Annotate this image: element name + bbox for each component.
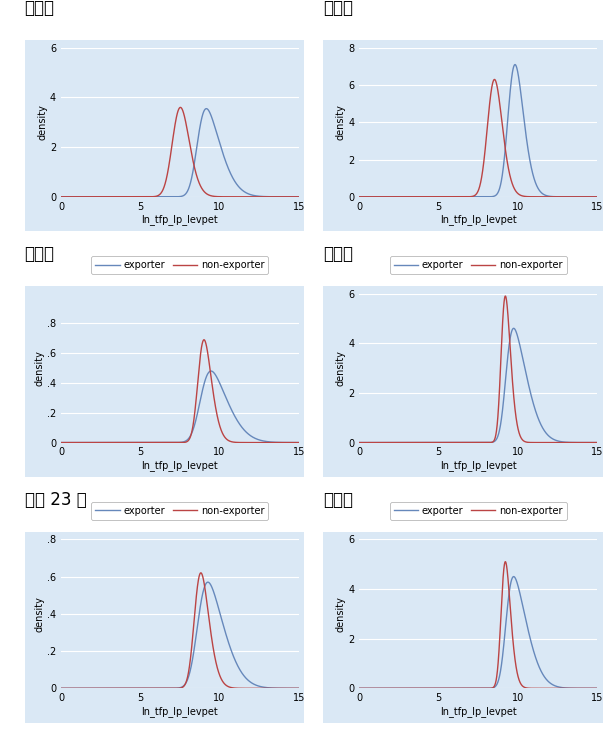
Y-axis label: density: density [335,350,346,386]
X-axis label: ln_tfp_lp_levpet: ln_tfp_lp_levpet [141,706,218,717]
Y-axis label: density: density [37,104,47,140]
Text: 高知県: 高知県 [323,0,353,17]
Text: 東京都: 東京都 [25,245,55,263]
X-axis label: ln_tfp_lp_levpet: ln_tfp_lp_levpet [141,460,218,471]
Text: 東京 23 区: 東京 23 区 [25,491,86,509]
Text: 宮崎県: 宮崎県 [25,0,55,17]
Y-axis label: density: density [335,104,346,140]
Legend: exporter, non-exporter: exporter, non-exporter [92,502,268,520]
X-axis label: ln_tfp_lp_levpet: ln_tfp_lp_levpet [440,460,517,471]
X-axis label: ln_tfp_lp_levpet: ln_tfp_lp_levpet [141,215,218,226]
Y-axis label: density: density [34,350,44,386]
X-axis label: ln_tfp_lp_levpet: ln_tfp_lp_levpet [440,215,517,226]
Text: 大阪市: 大阪市 [323,491,353,509]
Legend: exporter, non-exporter: exporter, non-exporter [390,502,566,520]
Legend: exporter, non-exporter: exporter, non-exporter [390,256,566,274]
X-axis label: ln_tfp_lp_levpet: ln_tfp_lp_levpet [440,706,517,717]
Y-axis label: density: density [335,596,346,631]
Legend: exporter, non-exporter: exporter, non-exporter [92,256,268,274]
Text: 大阪府: 大阪府 [323,245,353,263]
Y-axis label: density: density [34,596,44,631]
